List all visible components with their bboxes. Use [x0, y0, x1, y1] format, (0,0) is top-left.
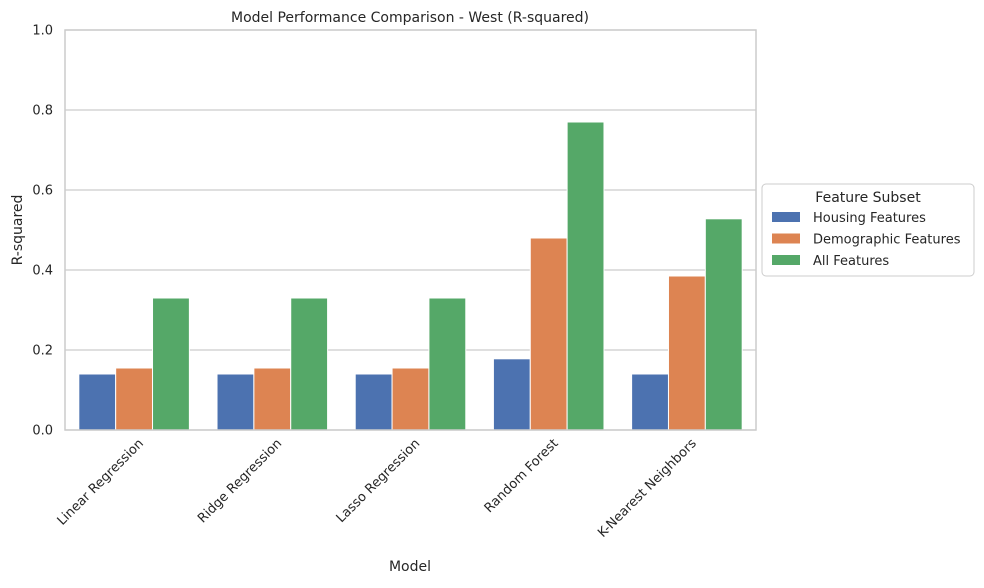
- bar: [78, 373, 117, 431]
- y-tick-label: 0.2: [32, 344, 53, 359]
- legend-label: Demographic Features: [813, 233, 961, 248]
- x-axis-label: Model: [389, 559, 431, 575]
- bar: [115, 367, 154, 431]
- bar: [253, 367, 292, 431]
- y-axis-label: R-squared: [10, 195, 26, 266]
- legend-label: All Features: [813, 254, 889, 269]
- bar: [704, 218, 743, 431]
- bar: [566, 121, 605, 431]
- legend-frame: [761, 183, 975, 277]
- legend-swatch: [772, 233, 800, 244]
- bar: [631, 373, 669, 431]
- y-tick-label: 1.0: [32, 24, 53, 39]
- bar: [290, 297, 329, 431]
- legend-swatch: [772, 212, 800, 222]
- bar: [667, 275, 706, 431]
- legend-title: Feature Subset: [815, 190, 921, 206]
- bar: [216, 373, 255, 431]
- legend: Feature Subset Housing Features Demograph…: [761, 183, 975, 277]
- y-tick-label: 0.8: [32, 104, 53, 119]
- chart-title: Model Performance Comparison - West (R-s…: [231, 10, 589, 26]
- legend-items: Housing Features Demographic Features All …: [772, 211, 961, 269]
- y-tick-label: 0.6: [32, 184, 53, 199]
- bar: [492, 358, 531, 431]
- bar: [391, 367, 430, 431]
- y-tick-label: 0.4: [32, 264, 53, 279]
- bar: [428, 297, 467, 431]
- plot-frame: [64, 29, 757, 431]
- bars-layer: [78, 121, 743, 431]
- y-tick-label: 0.0: [32, 424, 53, 439]
- bar: [152, 297, 190, 431]
- legend-swatch: [772, 255, 800, 265]
- bar: [529, 237, 568, 431]
- legend-label: Housing Features: [813, 211, 926, 226]
- bar: [354, 373, 393, 431]
